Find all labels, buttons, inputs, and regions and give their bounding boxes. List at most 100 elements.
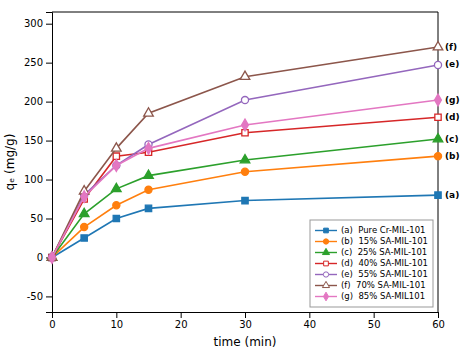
- tick-mark: [245, 312, 246, 318]
- tick-label: -50: [27, 291, 43, 302]
- marker: [433, 133, 443, 141]
- tick-label: 200: [24, 96, 43, 107]
- legend-entry: (g) 85% SA-MIL101: [315, 291, 425, 301]
- tick: 200: [24, 96, 52, 107]
- legend-entry: (e) 55% SA-MIL-101: [315, 269, 428, 279]
- tick-mark: [181, 312, 182, 318]
- marker: [241, 96, 248, 103]
- marker: [79, 208, 89, 216]
- legend-box: [310, 220, 433, 307]
- tick-mark: [46, 24, 52, 25]
- tick-label: 50: [368, 319, 381, 330]
- chart: 0 10 20 30 40 50 60 -50 0 50 100 150 200 250 300 (a) (b)…: [0, 0, 474, 352]
- axis-line: [46, 13, 53, 313]
- tick-mark: [116, 312, 117, 318]
- legend-marker: [322, 281, 329, 287]
- marker: [240, 71, 250, 79]
- annotation: (g): [445, 95, 460, 105]
- marker: [81, 191, 88, 203]
- y-axis-title: qₑ (mg/g): [3, 134, 17, 191]
- series-line: [52, 47, 438, 257]
- legend-marker: [322, 248, 329, 254]
- marker: [145, 142, 152, 154]
- marker: [112, 143, 122, 151]
- marker: [49, 252, 56, 264]
- series: [47, 133, 443, 260]
- tick: 20: [175, 312, 188, 330]
- legend-entry: (f) 70% SA-MIL-101: [315, 280, 426, 290]
- frame: [52, 12, 438, 13]
- tick: 50: [30, 213, 52, 224]
- legend-label: (d) 40% SA-MIL-101: [341, 258, 428, 268]
- x-axis: 0 10 20 30 40 50 60: [49, 312, 445, 330]
- tick: 60: [432, 312, 445, 330]
- series: [49, 192, 441, 261]
- tick: 100: [24, 174, 52, 185]
- marker: [113, 215, 119, 221]
- tick: 30: [239, 312, 252, 330]
- marker: [81, 235, 87, 241]
- tick-label: 100: [24, 174, 43, 185]
- annotation: (c): [445, 134, 459, 144]
- legend-entry: (a) Pure Cr-MIL-101: [315, 225, 426, 235]
- legend-label: (f) 70% SA-MIL-101: [341, 280, 426, 290]
- tick-label: 150: [24, 135, 43, 146]
- marker: [240, 155, 250, 163]
- tick-label: 40: [303, 319, 316, 330]
- marker: [241, 168, 248, 175]
- tick: 10: [110, 312, 123, 330]
- legend-marker: [323, 292, 328, 301]
- tick-label: 300: [24, 18, 43, 29]
- marker: [144, 108, 154, 116]
- marker: [145, 186, 152, 193]
- legend-marker: [323, 272, 328, 277]
- marker: [242, 197, 248, 203]
- marker: [435, 114, 441, 120]
- marker: [435, 192, 441, 198]
- annotation: (b): [445, 151, 460, 161]
- tick: 50: [368, 312, 381, 330]
- tick-mark: [46, 218, 52, 219]
- annotation: (e): [445, 59, 459, 69]
- legend-label: (g) 85% SA-MIL101: [341, 291, 425, 301]
- tick: 300: [24, 18, 52, 29]
- tick: 0: [49, 312, 55, 330]
- annotation: (d): [445, 112, 460, 122]
- series-line: [52, 65, 438, 257]
- tick-label: 10: [110, 319, 123, 330]
- tick: 250: [24, 57, 52, 68]
- annotation: (f): [445, 42, 457, 52]
- marker: [81, 223, 88, 230]
- series-line: [52, 195, 438, 257]
- x-axis-title: time (min): [214, 335, 277, 349]
- y-axis: -50 0 50 100 150 200 250 300: [24, 13, 53, 313]
- series: [47, 42, 443, 261]
- legend-label: (a) Pure Cr-MIL-101: [341, 225, 426, 235]
- series: [49, 114, 441, 261]
- tick-mark: [46, 141, 52, 142]
- tick-mark: [46, 180, 52, 181]
- marker: [434, 153, 441, 160]
- tick-label: 0: [37, 252, 43, 263]
- marker: [433, 42, 443, 50]
- tick-label: 60: [432, 319, 445, 330]
- tick-label: 30: [239, 319, 252, 330]
- tick: 40: [303, 312, 316, 330]
- annotations: (a) (b) (c) (d) (e) (f) (g): [445, 42, 460, 200]
- legend-label: (b) 15% SA-MIL-101: [341, 236, 428, 246]
- tick-label: 250: [24, 57, 43, 68]
- marker: [112, 183, 122, 191]
- marker: [242, 119, 249, 131]
- marker: [145, 205, 151, 211]
- tick-label: 0: [49, 319, 55, 330]
- tick-mark: [46, 296, 52, 297]
- legend-entry: (b) 15% SA-MIL-101: [315, 236, 428, 246]
- annotation: (a): [445, 190, 459, 200]
- tick-mark: [438, 312, 439, 318]
- tick-mark: [374, 312, 375, 318]
- frame: [438, 12, 439, 312]
- axis-line: [53, 313, 439, 319]
- legend-marker: [324, 228, 329, 233]
- legend-marker: [323, 239, 328, 244]
- marker: [435, 94, 442, 106]
